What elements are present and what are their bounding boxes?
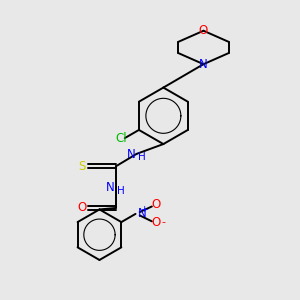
Text: O: O — [199, 24, 208, 37]
Text: +: + — [140, 205, 148, 214]
Text: O: O — [78, 202, 87, 214]
Text: O: O — [152, 216, 161, 229]
Text: Cl: Cl — [116, 132, 127, 145]
Text: -: - — [161, 218, 165, 227]
Text: N: N — [126, 148, 135, 161]
Text: N: N — [199, 58, 208, 71]
Text: S: S — [79, 160, 86, 173]
Text: N: N — [106, 181, 114, 194]
Text: H: H — [117, 186, 125, 196]
Text: N: N — [138, 207, 146, 220]
Text: O: O — [152, 199, 161, 212]
Text: H: H — [138, 152, 146, 162]
